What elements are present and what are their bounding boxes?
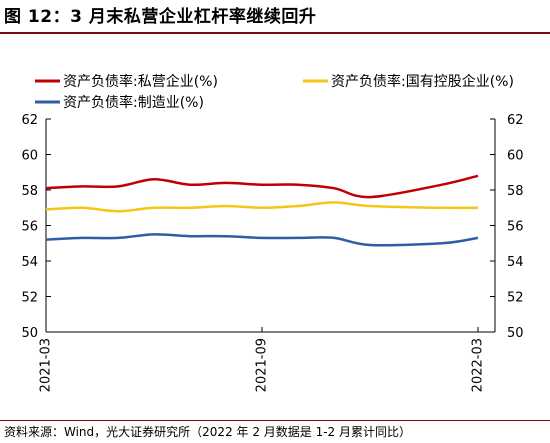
x-tick-label: 2021-09 [255,338,270,392]
y-tick-label-left: 60 [21,149,38,164]
right-y-axis-ticks: 50 52 54 56 58 60 62 [490,113,524,341]
y-tick-label-right: 62 [507,113,524,128]
title-divider [0,32,550,34]
x-tick-label: 2021-03 [39,338,54,392]
legend-item-manufacturing: 资产负债率:制造业(%) [35,94,204,111]
plot-frame [45,119,496,333]
y-tick-label-left: 52 [21,291,38,306]
footer-divider [0,420,550,421]
y-tick-label-left: 58 [21,184,38,199]
figure-title: 图 12：3 月末私营企业杠杆率继续回升 [4,7,317,27]
legend-item-private-enterprise: 资产负债率:私营企业(%) [35,73,218,90]
line-chart: 资产负债率:私营企业(%) 资产负债率:国有控股企业(%) 资产负债率:制造业(… [21,73,524,392]
series-line-state-owned [45,201,479,213]
left-y-axis-ticks: 50 52 54 56 58 60 62 [21,113,51,341]
legend-label-state-owned: 资产负债率:国有控股企业(%) [331,73,514,90]
y-tick-label-right: 50 [507,326,524,341]
legend-label-private-enterprise: 资产负债率:私营企业(%) [63,73,218,90]
y-tick-label-left: 54 [21,255,38,270]
y-tick-label-right: 54 [507,255,524,270]
x-axis-ticks: 2021-03 2021-09 2022-03 [39,327,486,392]
legend-item-state-owned: 资产负债率:国有控股企业(%) [303,73,514,90]
series-line-private-enterprise [45,174,479,199]
legend: 资产负债率:私营企业(%) 资产负债率:国有控股企业(%) 资产负债率:制造业(… [35,73,514,111]
source-note: 资料来源：Wind，光大证券研究所（2022 年 2 月数据是 1-2 月累计同… [4,425,412,439]
y-tick-label-right: 56 [507,220,524,235]
y-tick-label-left: 50 [21,326,38,341]
y-tick-label-right: 58 [507,184,524,199]
y-tick-label-right: 60 [507,149,524,164]
x-tick-label: 2022-03 [471,338,486,392]
series-lines [45,174,479,247]
y-tick-label-right: 52 [507,291,524,306]
y-tick-label-left: 62 [21,113,38,128]
legend-label-manufacturing: 资产负债率:制造业(%) [63,94,204,111]
series-line-manufacturing [45,233,479,247]
y-tick-label-left: 56 [21,220,38,235]
